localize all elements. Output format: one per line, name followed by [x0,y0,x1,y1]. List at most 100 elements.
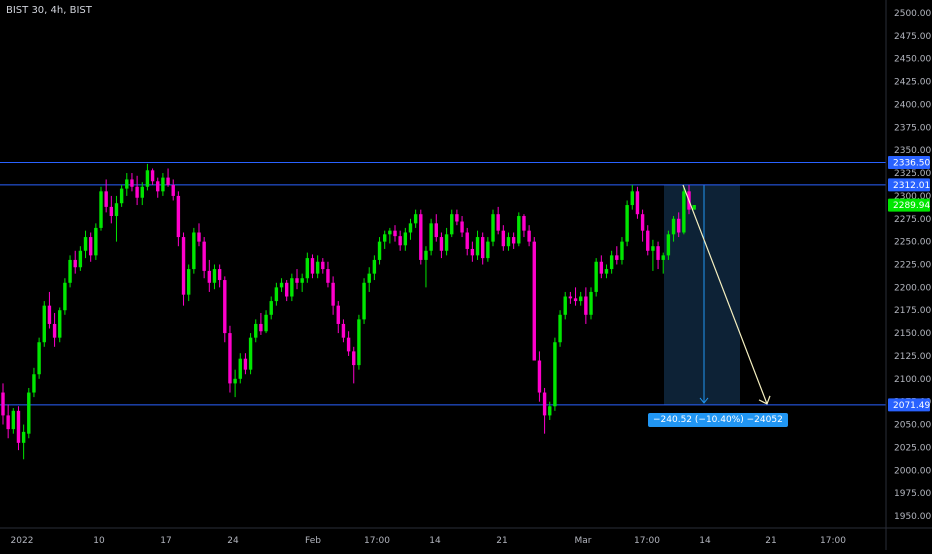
candle-body [135,186,139,198]
candle-body [140,186,144,198]
candle-body [83,237,88,251]
candle [393,225,397,242]
candle-body [284,282,289,297]
candle-body [156,181,160,192]
candle-body [398,236,402,246]
candle-body [21,431,26,443]
candle [408,218,413,240]
candle-body [1,392,5,416]
candle-body [6,415,10,430]
candle [527,225,531,247]
candle [558,310,562,347]
candle-body [367,273,371,283]
candle-body [321,261,325,270]
candle-body [161,177,165,192]
candle [114,195,119,242]
candle-body [279,282,284,288]
candle [563,291,567,320]
price-tick-label: 2175.00 [894,306,931,316]
candle-body [666,234,671,256]
price-tick-label: 2375.00 [894,123,931,133]
candle-body [73,259,77,268]
price-tick-label: 2325.00 [894,169,931,179]
price-tick-label: 2225.00 [894,261,931,271]
candle-body [475,237,480,256]
candle [599,255,604,279]
candle-body [94,227,98,256]
candle-body [522,216,526,231]
candle [186,264,191,302]
time-tick-label: 17:00 [820,536,846,546]
candle [140,182,144,206]
candle [661,252,665,274]
candle-body [346,337,351,352]
price-tick-label: 2475.00 [894,32,931,42]
candles [1,163,696,460]
price-axis[interactable]: 1950.001975.002000.002025.002050.002075.… [885,0,931,550]
candle-body [419,214,423,260]
candle-body [486,241,490,259]
candle-body [315,261,320,274]
price-label-bg [888,178,930,192]
candle [341,319,346,343]
candle-body [548,406,552,416]
price-label: 2336.50 [888,156,930,170]
candle-body [640,214,645,231]
candle [671,216,676,242]
candle-body [393,230,397,237]
candle-body [207,270,212,283]
candle [429,218,433,256]
candle [130,173,134,192]
candle [439,232,444,259]
candle-body [310,258,315,274]
candle-body [578,296,583,302]
candle-body [609,255,614,270]
candle-body [604,269,609,274]
time-tick-label: 21 [765,536,776,546]
candle [475,230,480,260]
candle [609,250,614,274]
candle-body [553,342,557,407]
price-tick-label: 2025.00 [894,443,931,453]
candle [568,291,573,304]
candle [470,241,475,262]
candle [640,209,645,242]
candle [238,353,242,384]
candle [305,252,310,283]
candle [233,369,237,398]
candle-body [331,282,335,306]
candle [42,301,46,347]
price-labels: 2336.50 2312.01 2071.49 2289.94 [888,156,930,412]
candle [228,325,232,393]
candle-body [290,278,294,297]
candle [651,239,655,271]
candle-body [532,241,536,361]
candle [171,179,175,201]
candle [207,259,212,292]
candle [656,241,660,270]
time-axis[interactable]: 2022 10 17 24 Feb 17:00 14 21 Mar 17:00 14 21 17:00 [0,527,932,546]
measure-range-arrowhead [699,397,709,404]
candle [88,232,93,262]
candle [511,232,516,249]
candle-body [460,221,464,233]
candle-body [388,230,392,235]
candle [279,278,284,292]
candle [413,209,418,228]
candle [352,346,356,384]
candle-body [197,232,201,242]
time-tick-label: 17:00 [634,536,660,546]
price-label: 2289.94 [888,198,930,212]
candle [444,227,449,256]
candle [315,255,320,279]
candle [584,287,588,324]
candle [73,250,77,274]
candle [284,280,289,302]
candle [625,200,629,247]
candle-body [68,259,72,283]
candle [362,278,366,324]
candle-body [408,223,413,233]
price-tick-label: 2300.00 [894,192,931,202]
